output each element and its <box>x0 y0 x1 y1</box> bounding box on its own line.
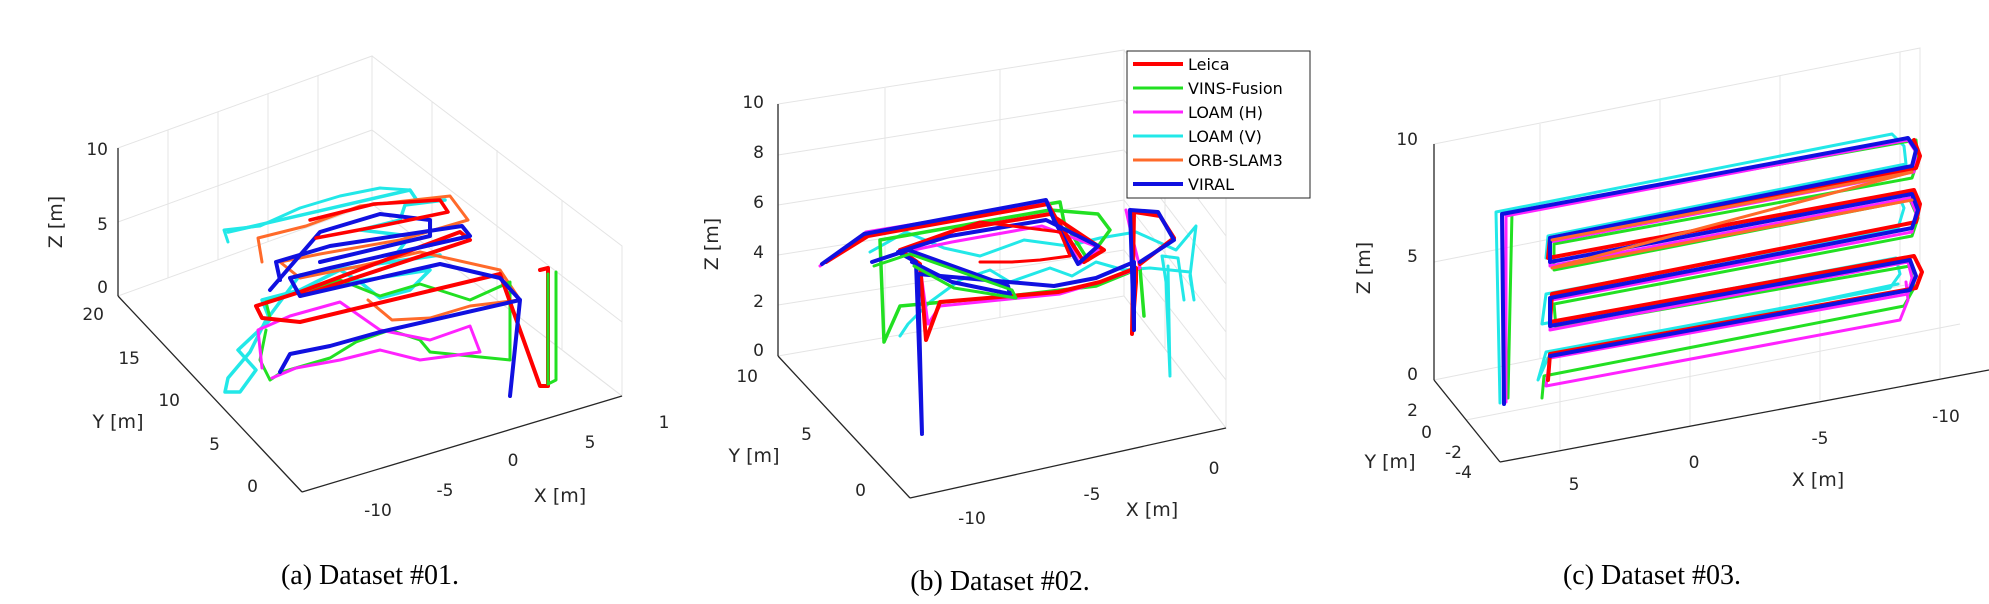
caption-b: (b) Dataset #02. <box>910 566 1090 597</box>
a-viral-trajectory <box>274 224 522 398</box>
a-x-tick-1: 1 <box>659 413 670 433</box>
b-y-tick-5: 5 <box>801 425 812 445</box>
a-y-tick-15: 15 <box>118 349 140 369</box>
legend-label-leica: Leica <box>1188 55 1230 74</box>
b-y-tick-0: 0 <box>855 481 866 501</box>
a-leica-loop <box>308 198 450 240</box>
a-viral-loop <box>268 212 432 292</box>
c-z-tick-5: 5 <box>1407 247 1418 267</box>
c-z-label: Z [m] <box>1353 242 1375 294</box>
c-x-tick-m5: -5 <box>1812 429 1829 449</box>
b-loam-v-trajectory <box>868 224 1198 338</box>
legend-entry-loam-v: LOAM (V) <box>1133 127 1262 146</box>
b-y-label: Y [m] <box>728 445 780 467</box>
b-loam-v-mid <box>1160 254 1186 378</box>
a-x-tick-m10: -10 <box>364 501 392 521</box>
b-leica-inner <box>938 220 1072 264</box>
legend-entry-loam-h: LOAM (H) <box>1133 103 1263 122</box>
c-y-tick-m2: -2 <box>1445 443 1462 463</box>
a-x-tick-m5: -5 <box>437 481 454 501</box>
panel-c-trajectories <box>1494 132 1924 406</box>
panel-b-ticks: 10 8 6 4 2 0 10 5 0 -10 -5 0 Z [m] Y [m]… <box>701 93 1219 529</box>
c-x-label: X [m] <box>1792 469 1844 491</box>
b-z-tick-8: 8 <box>753 143 764 163</box>
c-loam-v-trajectory <box>1494 132 1908 405</box>
a-y-tick-20: 20 <box>82 305 104 325</box>
a-y-label: Y [m] <box>92 411 144 433</box>
legend: Leica VINS-Fusion LOAM (H) LOAM (V) ORB-… <box>1126 50 1311 199</box>
panel-a-trajectories <box>222 186 558 398</box>
panel-b: 10 8 6 4 2 0 10 5 0 -10 -5 0 Z [m] Y [m]… <box>701 49 1311 529</box>
a-x-tick-0: 0 <box>508 451 519 471</box>
caption-c: (c) Dataset #03. <box>1563 560 1741 591</box>
caption-a: (a) Dataset #01. <box>281 560 459 591</box>
legend-entry-vins: VINS-Fusion <box>1133 79 1283 98</box>
b-viral-inner <box>870 248 1012 296</box>
b-z-tick-6: 6 <box>753 193 764 213</box>
a-z-tick-5: 5 <box>97 215 108 235</box>
c-x-tick-0: 0 <box>1689 453 1700 473</box>
b-z-tick-4: 4 <box>753 243 764 263</box>
legend-box <box>1126 50 1311 199</box>
c-y-tick-m4: -4 <box>1455 463 1472 483</box>
b-x-tick-m10: -10 <box>958 509 986 529</box>
a-loam-h-trajectory <box>256 300 482 380</box>
panel-c-grid <box>1433 47 1989 463</box>
a-y-tick-5: 5 <box>209 435 220 455</box>
panel-b-trajectories <box>818 198 1198 436</box>
b-z-label: Z [m] <box>701 218 723 270</box>
panel-b-axes <box>777 104 1227 499</box>
panel-a: 10 5 0 20 15 10 5 0 -10 -5 0 5 1 Z [m] Y… <box>45 55 669 521</box>
c-y-tick-2: 2 <box>1407 401 1418 421</box>
legend-label-loam-v: LOAM (V) <box>1188 127 1262 146</box>
panel-a-ticks: 10 5 0 20 15 10 5 0 -10 -5 0 5 1 Z [m] Y… <box>45 140 669 521</box>
c-viral-trajectory <box>1500 136 1920 406</box>
a-loam-v-top <box>222 186 420 244</box>
b-vins-inner <box>872 252 1018 300</box>
a-z-tick-10: 10 <box>86 140 108 160</box>
b-y-tick-10: 10 <box>736 367 758 387</box>
b-z-tick-0: 0 <box>753 341 764 361</box>
legend-entry-leica: Leica <box>1133 55 1230 74</box>
c-z-tick-10: 10 <box>1396 130 1418 150</box>
c-orb-trajectory <box>1550 170 1914 270</box>
panel-c-axes <box>1433 144 1989 463</box>
a-x-label: X [m] <box>534 485 586 507</box>
legend-label-orb: ORB-SLAM3 <box>1188 151 1283 170</box>
c-x-tick-5: 5 <box>1569 475 1580 495</box>
c-y-tick-0: 0 <box>1421 423 1432 443</box>
legend-label-vins: VINS-Fusion <box>1188 79 1283 98</box>
b-x-tick-m5: -5 <box>1084 485 1101 505</box>
panel-a-axes <box>117 148 623 493</box>
legend-label-viral: VIRAL <box>1188 175 1234 194</box>
c-y-label: Y [m] <box>1364 451 1416 473</box>
a-x-tick-5: 5 <box>585 433 596 453</box>
legend-label-loam-h: LOAM (H) <box>1188 103 1263 122</box>
c-x-tick-m10: -10 <box>1932 407 1960 427</box>
legend-entry-viral: VIRAL <box>1133 175 1234 194</box>
c-z-tick-0: 0 <box>1407 365 1418 385</box>
legend-entry-orb: ORB-SLAM3 <box>1133 151 1283 170</box>
a-z-label: Z [m] <box>45 196 67 248</box>
b-z-tick-10: 10 <box>742 93 764 113</box>
a-vins-vertical <box>546 270 558 386</box>
b-x-label: X [m] <box>1126 499 1178 521</box>
b-x-tick-0: 0 <box>1209 459 1220 479</box>
panel-c: 10 5 0 2 0 -2 -4 5 0 -5 -10 Z [m] Y [m] … <box>1353 47 1989 495</box>
b-viral-trajectory <box>820 198 1176 436</box>
b-z-tick-2: 2 <box>753 292 764 312</box>
a-z-tick-0: 0 <box>97 278 108 298</box>
panel-c-ticks: 10 5 0 2 0 -2 -4 5 0 -5 -10 Z [m] Y [m] … <box>1353 130 1960 495</box>
a-y-tick-0: 0 <box>247 477 258 497</box>
a-y-tick-10: 10 <box>158 391 180 411</box>
